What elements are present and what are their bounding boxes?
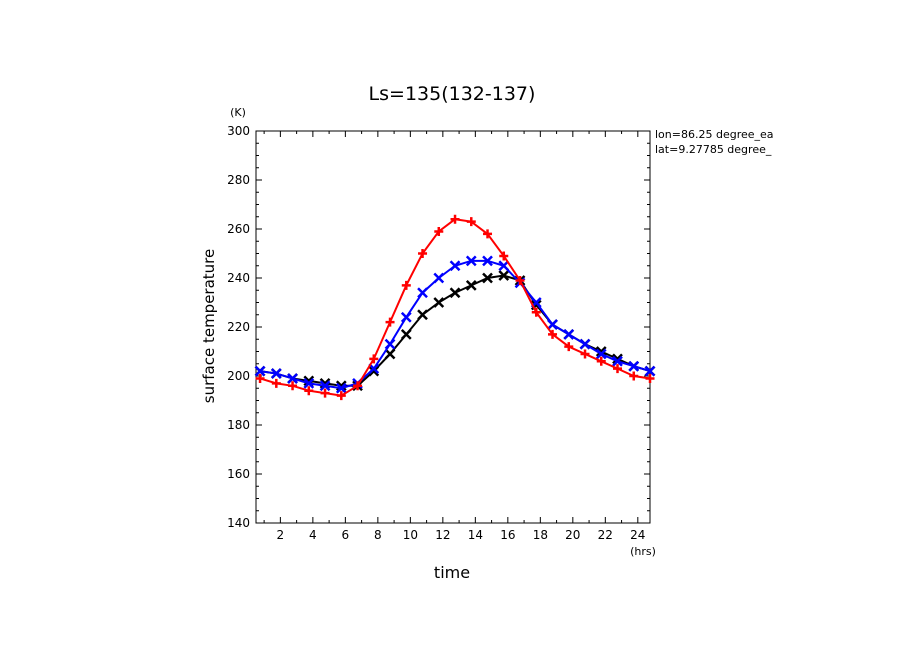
data-point xyxy=(628,360,640,372)
series-line xyxy=(259,218,651,397)
series-0 xyxy=(254,270,656,392)
data-point xyxy=(400,311,412,323)
y-tick-label: 200 xyxy=(227,369,250,383)
data-point xyxy=(595,348,607,360)
y-unit-label: (K) xyxy=(230,106,246,119)
data-point xyxy=(466,217,476,227)
data-point xyxy=(288,381,298,391)
data-point xyxy=(303,377,315,389)
y-tick-label: 260 xyxy=(227,222,250,236)
y-tick-label: 240 xyxy=(227,271,250,285)
data-point xyxy=(368,365,380,377)
y-tick-label: 180 xyxy=(227,418,250,432)
data-point xyxy=(433,272,445,284)
series-layer xyxy=(254,214,656,401)
series-line xyxy=(259,259,651,390)
data-point xyxy=(613,364,623,374)
x-tick-label: 6 xyxy=(342,528,350,542)
data-point xyxy=(645,373,655,383)
data-point xyxy=(369,354,379,364)
x-axis-label: time xyxy=(434,563,470,582)
annotation-lat: lat=9.27785 degree_ xyxy=(655,143,772,156)
data-point xyxy=(450,214,460,224)
data-point xyxy=(465,279,477,291)
axes: 2 4 6 8 10 12 14 16 18 20 22 2414016018020022024026… xyxy=(227,124,651,542)
x-tick-label: 20 xyxy=(565,528,580,542)
data-point xyxy=(564,342,574,352)
x-tick-label: 4 xyxy=(309,528,317,542)
data-point xyxy=(629,371,639,381)
data-point xyxy=(401,280,411,290)
data-point xyxy=(319,380,331,392)
data-point xyxy=(483,229,493,239)
x-tick-label: 10 xyxy=(403,528,418,542)
y-tick-label: 300 xyxy=(227,124,250,138)
data-point xyxy=(270,368,282,379)
data-point xyxy=(320,388,330,398)
data-point xyxy=(498,260,510,272)
data-point xyxy=(384,338,396,350)
data-point xyxy=(353,381,363,391)
plot-frame xyxy=(255,130,651,524)
data-point xyxy=(482,272,493,284)
data-point xyxy=(449,287,461,299)
y-tick-label: 140 xyxy=(227,516,250,530)
data-point xyxy=(465,255,477,267)
data-point xyxy=(596,356,606,366)
data-point xyxy=(385,317,395,327)
x-tick-label: 2 xyxy=(277,528,285,542)
x-unit-label: (hrs) xyxy=(630,545,656,558)
x-tick-label: 24 xyxy=(630,528,645,542)
data-point xyxy=(515,275,525,285)
data-point xyxy=(449,260,461,272)
x-tick-label: 16 xyxy=(500,528,515,542)
data-point xyxy=(304,386,314,396)
data-point xyxy=(255,373,265,383)
data-point xyxy=(531,307,541,317)
x-tick-label: 8 xyxy=(374,528,382,542)
data-point xyxy=(498,270,510,281)
data-point xyxy=(434,226,444,236)
data-point xyxy=(336,391,346,401)
x-tick-label: 18 xyxy=(533,528,548,542)
data-point xyxy=(418,249,428,258)
data-point xyxy=(271,378,281,388)
x-tick-label: 22 xyxy=(598,528,613,542)
data-point xyxy=(563,328,575,340)
annotation-lon: lon=86.25 degree_ea xyxy=(655,128,774,141)
chart-title: Ls=135(132-137) xyxy=(369,83,536,105)
data-point xyxy=(499,251,509,261)
x-tick-label: 14 xyxy=(468,528,483,542)
data-point xyxy=(433,297,445,308)
data-point xyxy=(417,309,428,321)
x-tick-label: 12 xyxy=(435,528,450,542)
data-point xyxy=(548,329,558,339)
data-point xyxy=(384,348,396,360)
data-point xyxy=(417,287,428,299)
series-1 xyxy=(254,255,656,394)
data-point xyxy=(612,355,623,367)
data-point xyxy=(287,373,298,384)
data-point xyxy=(400,328,412,340)
data-point xyxy=(580,349,590,359)
y-tick-label: 280 xyxy=(227,173,250,187)
data-point xyxy=(644,365,656,377)
y-tick-label: 220 xyxy=(227,320,250,334)
data-point xyxy=(579,338,591,350)
data-point xyxy=(482,255,493,267)
series-2 xyxy=(255,214,655,401)
y-tick-label: 160 xyxy=(227,467,250,481)
data-point xyxy=(254,365,266,377)
y-axis-label: surface temperature xyxy=(200,249,218,404)
data-point xyxy=(547,319,558,330)
data-point xyxy=(335,382,347,394)
